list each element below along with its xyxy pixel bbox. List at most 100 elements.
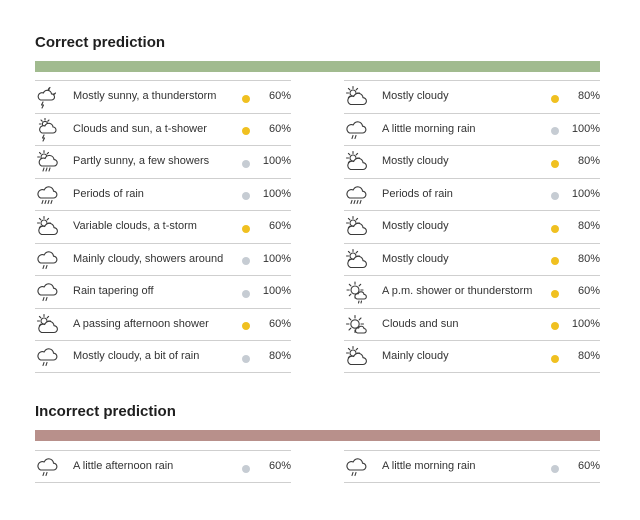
probability-value: 80%	[577, 350, 600, 362]
status-dot	[551, 159, 559, 168]
list-item: Variable clouds, a t-storm 60%	[35, 210, 291, 243]
correct-right-list: Mostly cloudy 80% A little morning rain 100…	[344, 80, 600, 373]
status-dot	[242, 127, 250, 135]
incorrect-prediction-bar	[35, 430, 600, 441]
status-dot	[551, 257, 559, 265]
status-dot	[551, 192, 559, 200]
forecast-description: A p.m. shower or thunderstorm	[382, 285, 533, 297]
list-item: Mostly sunny, a thunderstorm 60%	[35, 80, 291, 113]
status-dot	[551, 224, 559, 233]
forecast-description: Mainly cloudy	[382, 350, 449, 362]
status-dot	[551, 354, 559, 363]
probability-value: 100%	[262, 252, 291, 265]
status-dot	[551, 127, 559, 135]
probability-value: 80%	[577, 90, 600, 102]
cloud-rain-icon	[344, 183, 368, 207]
forecast-description: Partly sunny, a few showers	[73, 155, 210, 167]
forecast-description: Mostly cloudy	[382, 90, 449, 102]
sun-cloud-rain-icon	[35, 150, 59, 174]
list-item: Partly sunny, a few showers 100%	[35, 145, 291, 178]
forecast-description: Clouds and sun	[382, 317, 459, 330]
forecast-description: Periods of rain	[73, 187, 144, 200]
status-dot	[242, 159, 250, 168]
correct-prediction-bar	[35, 61, 600, 72]
status-dot	[242, 289, 250, 298]
list-item: Rain tapering off 100%	[35, 275, 291, 308]
sun-cloud-icon	[344, 215, 368, 239]
probability-value: 100%	[262, 285, 291, 297]
status-dot	[551, 289, 559, 298]
probability-value: 80%	[577, 252, 600, 265]
sun-cloud-icon	[344, 85, 368, 109]
sun-cloud-icon	[344, 150, 368, 174]
status-dot	[242, 257, 250, 265]
forecast-description: Mostly sunny, a thunderstorm	[73, 90, 217, 102]
forecast-description: A little morning rain	[382, 460, 476, 472]
probability-value: 100%	[571, 187, 600, 200]
forecast-description: A little afternoon rain	[73, 460, 174, 472]
probability-value: 80%	[577, 220, 600, 232]
list-item: Mostly cloudy 80%	[344, 210, 600, 243]
forecast-description: Mostly cloudy	[382, 252, 449, 265]
status-dot	[242, 94, 250, 103]
probability-value: 100%	[262, 187, 291, 200]
list-item: A little morning rain 60%	[344, 450, 600, 483]
probability-value: 60%	[268, 460, 291, 472]
cloud-drizzle-icon	[35, 455, 59, 479]
forecast-description: Mostly cloudy	[382, 155, 449, 167]
forecast-description: A little morning rain	[382, 122, 476, 135]
list-item: Mostly cloudy, a bit of rain 80%	[35, 340, 291, 373]
sun-cloud-icon	[35, 313, 59, 337]
probability-value: 80%	[577, 155, 600, 167]
list-item: Mostly cloudy 80%	[344, 80, 600, 113]
list-item: Clouds and sun, a t-shower 60%	[35, 112, 291, 146]
forecast-description: Variable clouds, a t-storm	[73, 220, 197, 232]
sun-cloud-icon	[35, 215, 59, 239]
forecast-description: Mainly cloudy, showers around	[73, 252, 224, 265]
status-dot	[242, 322, 250, 330]
forecast-description: Periods of rain	[382, 187, 453, 200]
incorrect-left-list: A little afternoon rain 60%	[35, 450, 291, 483]
status-dot	[242, 224, 250, 233]
incorrect-right-list: A little morning rain 60%	[344, 450, 600, 483]
status-dot	[242, 464, 250, 473]
list-item: A passing afternoon shower 60%	[35, 307, 291, 341]
list-item: Clouds and sun 100%	[344, 307, 600, 341]
probability-value: 60%	[268, 220, 291, 232]
list-item: Mostly cloudy 80%	[344, 145, 600, 178]
sun-cloud-icon	[344, 248, 368, 272]
list-item: Periods of rain 100%	[35, 177, 291, 211]
forecast-description: Clouds and sun, a t-shower	[73, 122, 207, 135]
list-item: Mostly cloudy 80%	[344, 242, 600, 276]
probability-value: 60%	[268, 122, 291, 135]
cloud-drizzle-icon	[35, 248, 59, 272]
probability-value: 100%	[262, 155, 291, 167]
probability-value: 60%	[577, 285, 600, 297]
forecast-description: Rain tapering off	[73, 285, 154, 297]
probability-value: 60%	[577, 460, 600, 472]
list-item: Mainly cloudy, showers around 100%	[35, 242, 291, 276]
list-item: Mainly cloudy 80%	[344, 340, 600, 373]
cloud-rain-icon	[35, 183, 59, 207]
sun-cloud-thunder-icon	[35, 117, 59, 142]
probability-value: 100%	[571, 122, 600, 135]
cloud-drizzle-icon	[344, 455, 368, 479]
sun-cloud-icon	[344, 345, 368, 369]
probability-value: 80%	[268, 350, 291, 362]
cloud-drizzle-icon	[344, 118, 368, 142]
incorrect-prediction-title: Incorrect prediction	[35, 403, 176, 420]
probability-value: 60%	[268, 90, 291, 102]
sun-icon	[344, 313, 368, 337]
sun-shower-icon	[344, 280, 368, 304]
status-dot	[551, 464, 559, 473]
cloud-drizzle-icon	[35, 345, 59, 369]
probability-value: 60%	[268, 317, 291, 330]
probability-value: 100%	[571, 317, 600, 330]
list-item: A little morning rain 100%	[344, 112, 600, 146]
list-item: A little afternoon rain 60%	[35, 450, 291, 483]
list-item: Periods of rain 100%	[344, 177, 600, 211]
status-dot	[551, 322, 559, 330]
forecast-description: A passing afternoon shower	[73, 317, 209, 330]
status-dot	[242, 354, 250, 363]
status-dot	[551, 94, 559, 103]
